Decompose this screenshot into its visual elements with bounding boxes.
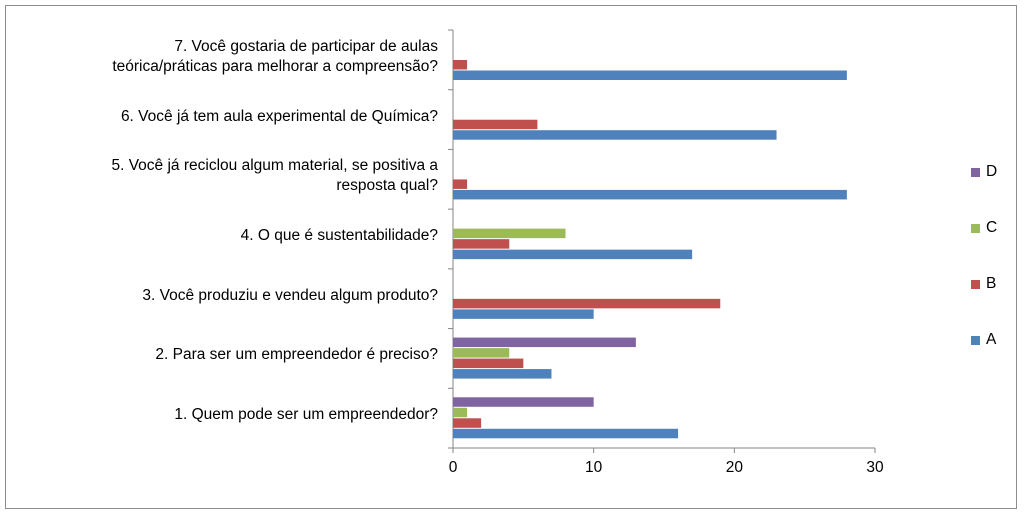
category-label: 2. Para ser um empreendedor é preciso? [155,346,438,364]
legend-swatch [971,279,980,289]
bar-B-q1 [453,418,482,428]
bar-B-q3 [453,298,721,309]
bar-B-q7 [453,60,468,70]
bar-C-q2 [453,348,510,358]
x-tick-label: 0 [449,459,458,476]
bar-B-q6 [453,119,538,130]
legend-item-C: C [971,219,997,237]
x-tick-label: 10 [585,459,603,476]
bar-B-q4 [453,239,510,249]
bar-A-q6 [453,130,777,140]
category-label: 3. Você produziu e vendeu algum produto? [142,286,438,304]
bar-D-q1 [453,397,594,407]
bar-A-q4 [453,249,693,260]
bar-C-q4 [453,228,566,239]
legend-swatch [971,223,980,233]
category-label: 1. Quem pode ser um empreendedor? [174,406,438,424]
bar-A-q3 [453,309,594,319]
category-label: 7. Você gostaria de participar de aulas … [112,37,438,75]
legend-label: A [986,331,997,348]
category-label: 5. Você já reciclou algum material, se p… [111,157,438,195]
legend-swatch [971,335,980,345]
x-tick-label: 30 [866,459,884,476]
legend-label: C [986,219,998,236]
bar-A-q2 [453,369,552,379]
category-label: 4. O que é sustentabilidade? [240,227,438,244]
x-tick-label: 20 [726,459,744,476]
legend-label: D [986,163,998,180]
legend-item-A: A [971,331,996,349]
bar-B-q2 [453,358,524,369]
bar-B-q5 [453,179,468,189]
bar-A-q1 [453,428,679,439]
legend-swatch [971,167,980,177]
legend-label: B [986,275,997,292]
bar-D-q2 [453,337,636,348]
category-label: 6. Você já tem aula experimental de Quím… [120,107,438,125]
legend-item-B: B [971,275,996,293]
legend-item-D: D [971,163,997,181]
bar-A-q5 [453,189,847,200]
bar-A-q7 [453,70,847,80]
chart-frame [5,5,1017,509]
bar-C-q1 [453,407,468,418]
